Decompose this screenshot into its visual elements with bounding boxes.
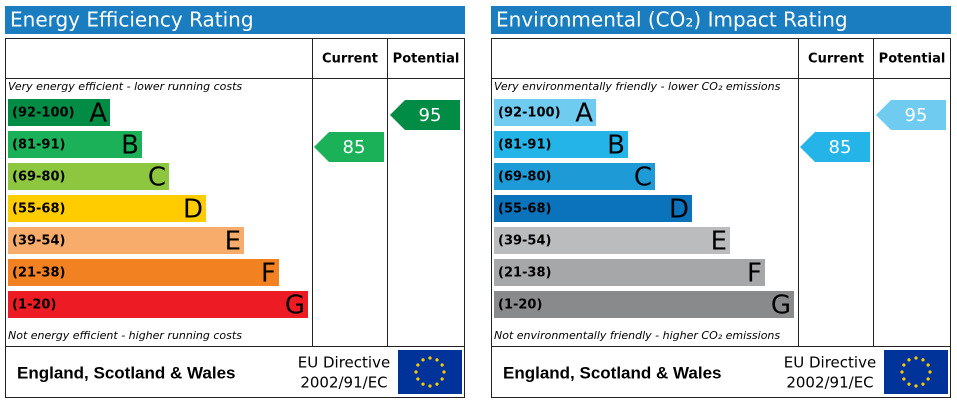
eu-star [440, 363, 444, 367]
footer-code: 2002/91/EC [300, 374, 387, 392]
band-range: (92-100) [12, 106, 75, 121]
band-range: (21-38) [12, 266, 65, 281]
band-range: (69-80) [498, 170, 551, 185]
rating-arrow [314, 132, 384, 162]
band-bar [8, 163, 169, 190]
band-letter: A [89, 99, 107, 129]
eu-star [440, 377, 444, 381]
band-bar [8, 227, 244, 254]
band-bar [8, 131, 142, 158]
panel-title: Energy Efficiency Rating [10, 8, 254, 32]
eu-star [926, 363, 930, 367]
band-range: (1-20) [12, 298, 56, 313]
footer-region: England, Scotland & Wales [17, 363, 236, 382]
eu-star [921, 358, 925, 362]
column-header: Potential [879, 52, 946, 67]
rating-value: 95 [905, 105, 928, 126]
eu-star [442, 370, 446, 374]
rating-value: 85 [343, 137, 366, 158]
footer-directive: EU Directive [298, 354, 390, 372]
eu-star [421, 382, 425, 386]
eu-star [416, 363, 420, 367]
band-letter: D [669, 195, 689, 225]
column-header: Potential [393, 52, 460, 67]
band-bar [494, 227, 730, 254]
eu-star [928, 370, 932, 374]
band-range: (69-80) [12, 170, 65, 185]
eu-star [914, 384, 918, 388]
band-range: (81-91) [12, 138, 65, 153]
eu-star [416, 377, 420, 381]
band-bar [494, 99, 596, 126]
footer-code: 2002/91/EC [786, 374, 873, 392]
band-letter: G [771, 291, 791, 321]
band-bar [8, 259, 279, 286]
eu-star [900, 370, 904, 374]
title-bar [5, 6, 465, 34]
column-header: Current [808, 52, 864, 67]
eu-star [421, 358, 425, 362]
eu-star [914, 356, 918, 360]
band-letter: D [183, 195, 203, 225]
footer-region: England, Scotland & Wales [503, 363, 722, 382]
band-bar [8, 99, 110, 126]
eu-star [907, 382, 911, 386]
band-letter: G [285, 291, 305, 321]
panel-title: Environmental (CO₂) Impact Rating [496, 8, 848, 32]
band-range: (55-68) [12, 202, 65, 217]
rating-arrow [876, 100, 946, 130]
top-note: Very environmentally friendly - lower CO… [494, 80, 781, 93]
band-letter: B [121, 131, 139, 161]
band-range: (39-54) [498, 234, 551, 249]
eu-star [435, 382, 439, 386]
rating-arrow [800, 132, 870, 162]
rating-value: 85 [829, 137, 852, 158]
eu-star [435, 358, 439, 362]
bottom-note: Not environmentally friendly - higher CO… [494, 329, 780, 342]
band-letter: F [261, 259, 276, 289]
band-letter: E [225, 227, 241, 257]
band-bar [494, 291, 794, 318]
rating-arrow [390, 100, 460, 130]
eu-star [902, 377, 906, 381]
band-letter: C [148, 163, 166, 193]
column-header: Current [322, 52, 378, 67]
band-bar [8, 195, 206, 222]
eu-star [926, 377, 930, 381]
top-note: Very energy efficient - lower running co… [8, 80, 242, 93]
footer-directive: EU Directive [784, 354, 876, 372]
band-range: (1-20) [498, 298, 542, 313]
band-letter: B [607, 131, 625, 161]
band-range: (39-54) [12, 234, 65, 249]
band-letter: E [711, 227, 727, 257]
frame [5, 38, 465, 398]
eu-star [428, 356, 432, 360]
band-letter: F [747, 259, 762, 289]
eu-star [902, 363, 906, 367]
band-range: (92-100) [498, 106, 561, 121]
eu-star [428, 384, 432, 388]
band-range: (21-38) [498, 266, 551, 281]
rating-value: 95 [419, 105, 442, 126]
band-range: (55-68) [498, 202, 551, 217]
band-range: (81-91) [498, 138, 551, 153]
band-bar [8, 291, 308, 318]
band-letter: A [575, 99, 593, 129]
band-bar [494, 259, 765, 286]
band-bar [494, 163, 655, 190]
eu-star [414, 370, 418, 374]
band-letter: C [634, 163, 652, 193]
band-bar [494, 131, 628, 158]
eu-star [907, 358, 911, 362]
frame [491, 38, 951, 398]
band-bar [494, 195, 692, 222]
eu-star [921, 382, 925, 386]
title-bar [491, 6, 951, 34]
bottom-note: Not energy efficient - higher running co… [8, 329, 242, 342]
